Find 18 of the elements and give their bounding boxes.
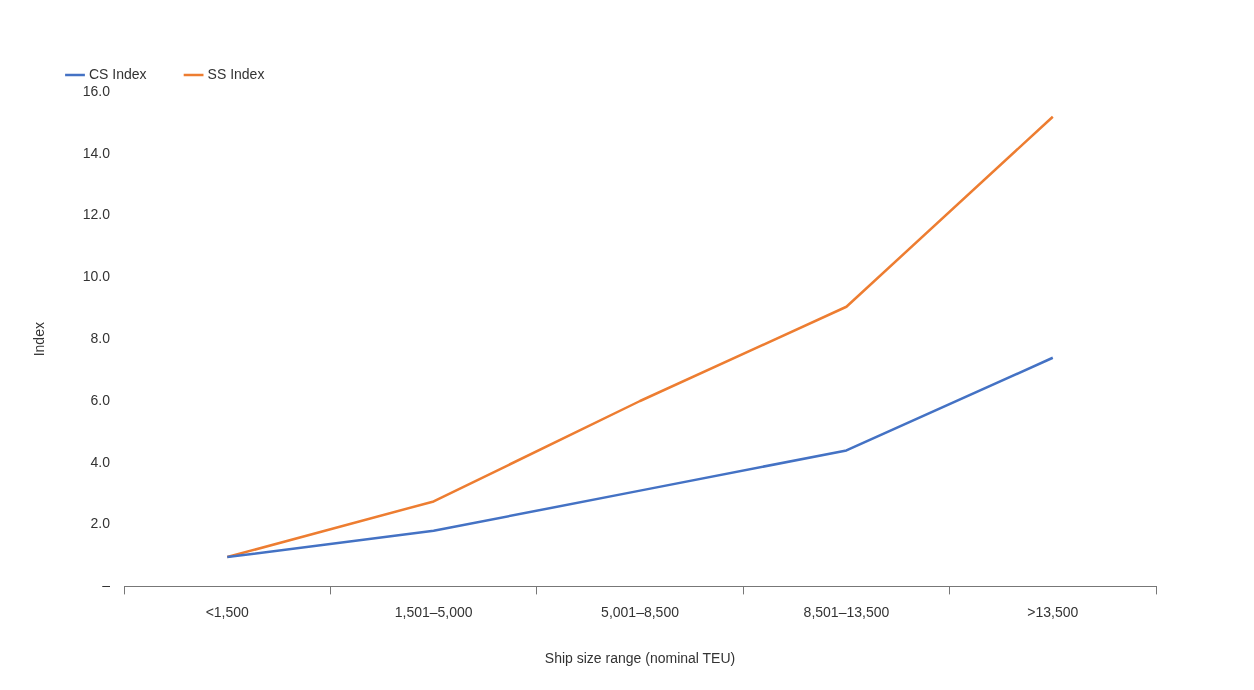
y-tick-label: 4.0 — [90, 453, 111, 470]
x-tick-label: >13,500 — [1027, 603, 1079, 620]
y-tick-label: 8.0 — [90, 330, 111, 347]
y-tick-label: 10.0 — [82, 268, 111, 285]
legend-label: CS Index — [89, 65, 147, 82]
x-tick-label: 5,001–8,500 — [601, 603, 680, 620]
x-axis-title: Ship size range (nominal TEU) — [544, 650, 736, 667]
y-axis-title: Index — [31, 322, 48, 357]
x-tick-label: 1,501–5,000 — [394, 603, 473, 620]
x-tick-label: <1,500 — [205, 603, 250, 620]
y-tick-label: 6.0 — [90, 391, 111, 408]
legend-label: SS Index — [207, 65, 265, 82]
y-tick-label: – — [102, 577, 111, 594]
y-tick-label: 14.0 — [82, 144, 111, 161]
y-tick-label: 12.0 — [82, 206, 111, 223]
y-tick-label: 2.0 — [90, 515, 111, 532]
y-tick-label: 16.0 — [82, 82, 111, 99]
x-tick-label: 8,501–13,500 — [803, 603, 890, 620]
